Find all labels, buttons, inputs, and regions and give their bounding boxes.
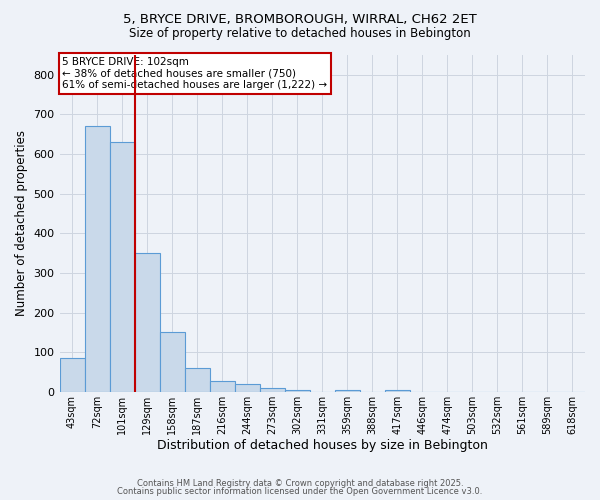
Text: Contains HM Land Registry data © Crown copyright and database right 2025.: Contains HM Land Registry data © Crown c… (137, 478, 463, 488)
Text: Contains public sector information licensed under the Open Government Licence v3: Contains public sector information licen… (118, 487, 482, 496)
Bar (185, 368, 209, 392)
Bar (285, 390, 310, 392)
Bar (160, 332, 185, 392)
Bar (209, 381, 235, 392)
Bar (85, 126, 110, 392)
Bar (385, 390, 410, 392)
Text: 5 BRYCE DRIVE: 102sqm
← 38% of detached houses are smaller (750)
61% of semi-det: 5 BRYCE DRIVE: 102sqm ← 38% of detached … (62, 56, 327, 90)
Bar (110, 142, 134, 392)
Bar (235, 384, 260, 392)
X-axis label: Distribution of detached houses by size in Bebington: Distribution of detached houses by size … (157, 440, 488, 452)
Bar (260, 388, 285, 392)
Bar (59, 358, 85, 392)
Text: 5, BRYCE DRIVE, BROMBOROUGH, WIRRAL, CH62 2ET: 5, BRYCE DRIVE, BROMBOROUGH, WIRRAL, CH6… (123, 12, 477, 26)
Bar (335, 390, 360, 392)
Y-axis label: Number of detached properties: Number of detached properties (15, 130, 28, 316)
Bar (134, 253, 160, 392)
Text: Size of property relative to detached houses in Bebington: Size of property relative to detached ho… (129, 28, 471, 40)
